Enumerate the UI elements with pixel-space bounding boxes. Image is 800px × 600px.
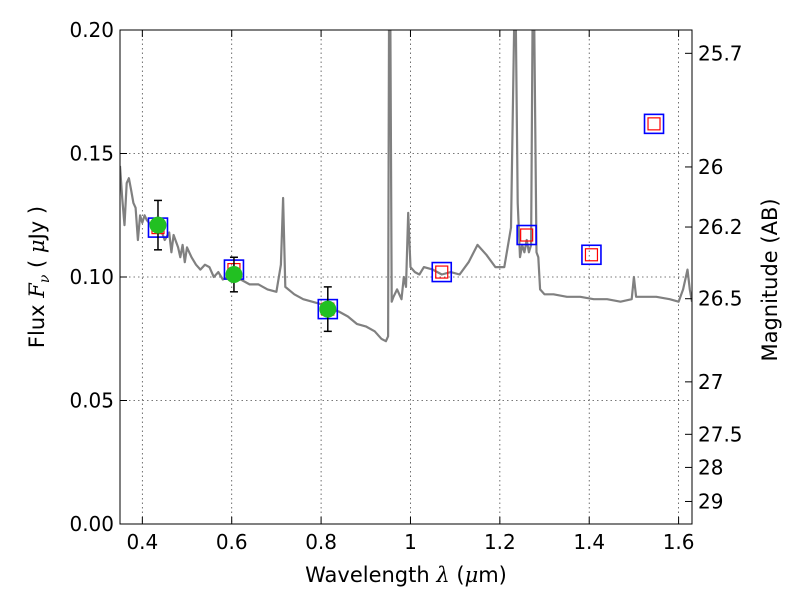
x-tick-label: 1.2 xyxy=(484,530,516,554)
y-tick-label: 0.05 xyxy=(69,389,114,413)
observed-point xyxy=(225,256,243,293)
y-axis-label: Flux Fν ( μJy ) xyxy=(25,206,53,348)
model-point-outer xyxy=(581,244,602,266)
x-tick-label: 0.4 xyxy=(126,530,158,554)
model-point-inner xyxy=(435,265,449,279)
photometry-points xyxy=(147,113,665,333)
spectrum-series xyxy=(120,30,692,343)
model-point-inner xyxy=(584,248,599,262)
model-point xyxy=(643,113,665,135)
model-point-inner xyxy=(520,228,534,242)
x-tick-label: 1.6 xyxy=(663,530,695,554)
y2-tick-label: 25.7 xyxy=(698,41,743,65)
observed-marker xyxy=(319,300,337,318)
y2-tick-label: 26.2 xyxy=(698,215,743,239)
model-point-outer xyxy=(643,113,665,135)
model-point-inner xyxy=(647,117,661,131)
x-axis-label: Wavelength λ (μm) xyxy=(305,563,507,587)
y-tick-label: 0.15 xyxy=(69,142,114,166)
model-point xyxy=(431,261,453,283)
secondary-y-axis-label: Magnitude (AB) xyxy=(758,198,782,361)
y2-tick-label: 27.5 xyxy=(698,422,743,446)
observed-marker xyxy=(149,216,167,234)
spectrum-line xyxy=(120,30,692,343)
x-tick-label: 1 xyxy=(404,530,417,554)
y2-tick-label: 29 xyxy=(698,489,723,513)
y2-tick-label: 27 xyxy=(698,370,723,394)
x-tick-label: 1.4 xyxy=(573,530,605,554)
model-point-outer xyxy=(431,261,453,283)
observed-marker xyxy=(225,266,243,284)
model-point xyxy=(581,244,602,266)
model-point xyxy=(516,224,537,246)
observed-point xyxy=(319,286,337,333)
y-tick-label: 0.10 xyxy=(69,265,114,289)
y-tick-label: 0.20 xyxy=(69,18,114,42)
grid-lines xyxy=(120,30,692,524)
y2-tick-label: 28 xyxy=(698,455,723,479)
x-tick-label: 0.6 xyxy=(216,530,248,554)
x-tick-label: 0.8 xyxy=(305,530,337,554)
model-point-outer xyxy=(516,224,537,246)
y-tick-label: 0.00 xyxy=(69,512,114,536)
y2-tick-label: 26.5 xyxy=(698,287,743,311)
y2-tick-label: 26 xyxy=(698,155,723,179)
observed-point xyxy=(149,199,167,251)
axis-ticks: 0.4 0.6 0.8 1 1.2 1.4 1.6 0.00 0.05 0.10 0.15 0.20 2… xyxy=(69,18,742,554)
